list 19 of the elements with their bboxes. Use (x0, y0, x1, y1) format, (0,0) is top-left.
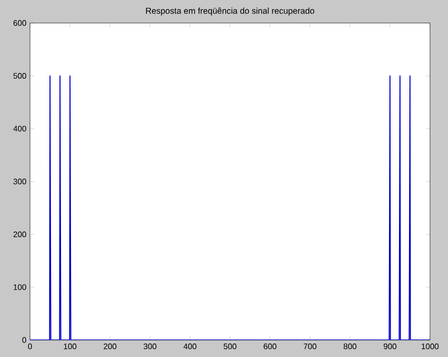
x-tick-label: 300 (144, 344, 156, 350)
y-tick-label: 400 (13, 126, 26, 132)
x-tick-label: 400 (184, 344, 196, 350)
x-tick-label: 500 (224, 344, 236, 350)
y-tick-label: 300 (13, 178, 26, 184)
x-tick-label: 600 (264, 344, 276, 350)
y-tick-label: 500 (13, 73, 26, 79)
y-tick-label: 600 (14, 20, 26, 26)
x-tick-label: 1000 (422, 344, 439, 350)
y-tick-label: 0 (22, 337, 26, 343)
x-tick-label: 100 (64, 344, 76, 350)
y-tick-label: 200 (14, 232, 26, 238)
x-tick-label: 0 (28, 344, 32, 350)
y-tick-label: 100 (14, 284, 26, 290)
x-tick-label: 900 (384, 344, 396, 350)
chart-title: Resposta em freqüência do sinal recuperado (146, 8, 314, 16)
x-tick-label: 800 (344, 344, 356, 350)
x-tick-label: 700 (304, 344, 316, 350)
x-tick-label: 200 (104, 344, 116, 350)
